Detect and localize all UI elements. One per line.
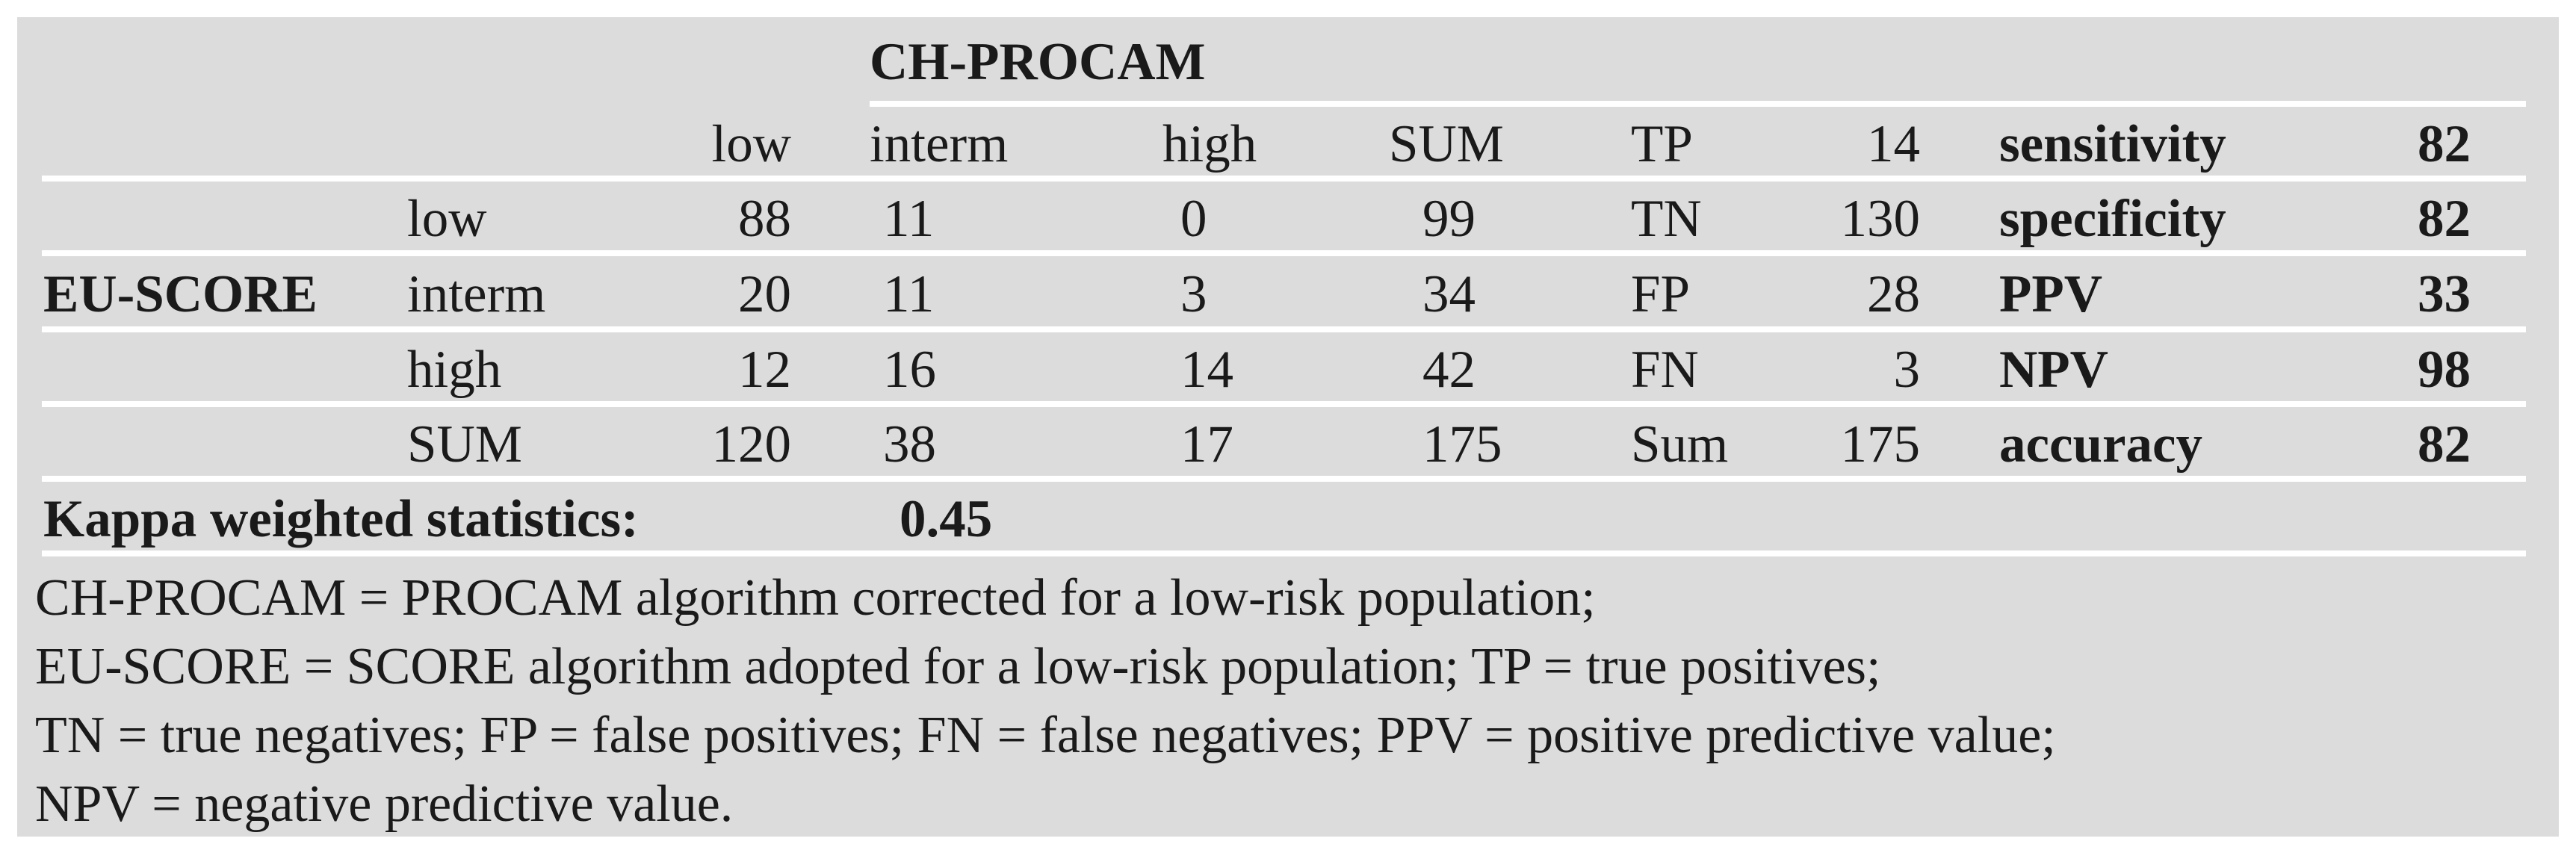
row-label-interm: interm	[407, 264, 546, 323]
matrix-cell-sum-low: 120	[711, 415, 792, 474]
count-label-fn: FN	[1631, 340, 1699, 399]
metric-label-accuracy: accuracy	[1999, 415, 2203, 474]
count-label-tn: TN	[1631, 189, 1702, 248]
metric-value-specificity: 82	[2418, 189, 2471, 248]
matrix-cell-sum-high: 17	[1180, 415, 1233, 474]
count-label-sum: Sum	[1631, 415, 1729, 474]
matrix-cell-sum-sum: 175	[1422, 415, 1502, 474]
table-row-kappa: Kappa weighted statistics: 0.45	[17, 482, 2559, 556]
matrix-cell-low-low: 88	[738, 189, 791, 248]
table-row-sum: SUM 120 38 17 175 Sum 175 accuracy 82	[17, 407, 2559, 482]
matrix-cell-interm-sum: 34	[1422, 264, 1476, 323]
count-value-fp: 28	[1867, 264, 1920, 323]
metric-value-sensitivity: 82	[2418, 114, 2471, 173]
count-value-sum: 175	[1840, 415, 1921, 474]
top-header-ch-procam: CH-PROCAM	[870, 32, 1206, 91]
matrix-cell-high-interm: 16	[883, 340, 936, 399]
kappa-label: Kappa weighted statistics:	[43, 489, 639, 548]
metric-value-accuracy: 82	[2418, 415, 2471, 474]
metric-label-specificity: specificity	[1999, 189, 2226, 248]
matrix-cell-low-high: 0	[1180, 189, 1207, 248]
side-header-eu-score: EU-SCORE	[43, 264, 318, 323]
metric-label-ppv: PPV	[1999, 264, 2103, 323]
metric-value-npv: 98	[2418, 340, 2471, 399]
count-value-tp: 14	[1867, 114, 1920, 173]
matrix-cell-low-interm: 11	[883, 189, 935, 248]
metric-label-npv: NPV	[1999, 340, 2108, 399]
col-header-interm: interm	[870, 114, 1009, 173]
metric-value-ppv: 33	[2418, 264, 2471, 323]
row-label-low: low	[407, 189, 487, 248]
footnote-line-2: EU-SCORE = SCORE algorithm adopted for a…	[35, 638, 1881, 695]
footnote-line-1: CH-PROCAM = PROCAM algorithm corrected f…	[35, 569, 1596, 627]
table-row-high: high 12 16 14 42 FN 3 NPV 98	[17, 332, 2559, 407]
col-header-sum: SUM	[1389, 114, 1504, 173]
row-label-high: high	[407, 340, 502, 399]
row-label-sum: SUM	[407, 415, 522, 474]
matrix-cell-interm-interm: 11	[883, 264, 935, 323]
matrix-cell-interm-low: 20	[738, 264, 791, 323]
table-row-low: low 88 11 0 99 TN 130 specificity 82	[17, 182, 2559, 256]
kappa-value: 0.45	[900, 489, 993, 548]
matrix-cell-high-high: 14	[1180, 340, 1233, 399]
count-label-tp: TP	[1631, 114, 1693, 173]
count-label-fp: FP	[1631, 264, 1690, 323]
classification-table: CH-PROCAM low interm high SUM TP 14 sens…	[17, 17, 2559, 837]
count-value-tn: 130	[1840, 189, 1921, 248]
col-header-high: high	[1162, 114, 1257, 173]
matrix-cell-low-sum: 99	[1422, 189, 1476, 248]
col-header-low: low	[711, 114, 792, 173]
matrix-cell-interm-high: 3	[1180, 264, 1207, 323]
matrix-cell-high-low: 12	[738, 340, 791, 399]
matrix-cell-sum-interm: 38	[883, 415, 936, 474]
table-row-col-headers: low interm high SUM TP 14 sensitivity 82	[17, 107, 2559, 182]
metric-label-sensitivity: sensitivity	[1999, 114, 2226, 173]
table-row-top-header: CH-PROCAM	[17, 17, 2559, 107]
table-footnotes: CH-PROCAM = PROCAM algorithm corrected f…	[17, 556, 2559, 837]
footnote-line-3: TN = true negatives; FP = false positive…	[35, 707, 2056, 764]
matrix-cell-high-sum: 42	[1422, 340, 1476, 399]
table-row-interm: EU-SCORE interm 20 11 3 34 FP 28 PPV 33	[17, 256, 2559, 332]
count-value-fn: 3	[1893, 340, 1921, 399]
footnote-line-4: NPV = negative predictive value.	[35, 775, 734, 833]
